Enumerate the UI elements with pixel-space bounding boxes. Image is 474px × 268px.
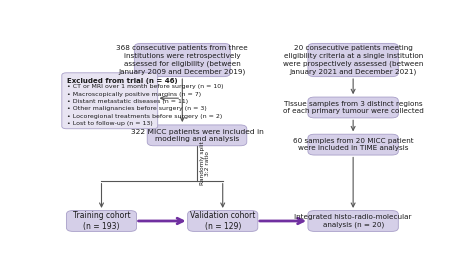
Text: 20 consecutive patients meeting
eligibility criteria at a single institution
wer: 20 consecutive patients meeting eligibil… <box>283 45 423 75</box>
Text: • Distant metastatic diseases (n = 11): • Distant metastatic diseases (n = 11) <box>66 99 188 104</box>
Text: • Other malignancies before surgery (n = 3): • Other malignancies before surgery (n =… <box>66 106 206 111</box>
Text: • Locoregional treatments before surgery (n = 2): • Locoregional treatments before surgery… <box>66 114 222 119</box>
Text: 322 MICC patients were included in
modeling and analysis: 322 MICC patients were included in model… <box>130 129 264 142</box>
FancyBboxPatch shape <box>134 43 230 77</box>
Text: • Macroscopically positive margins (n = 7): • Macroscopically positive margins (n = … <box>66 92 201 96</box>
FancyBboxPatch shape <box>308 43 398 77</box>
Text: Integrated histo-radio-molecular
analysis (n = 20): Integrated histo-radio-molecular analysi… <box>294 214 412 228</box>
FancyBboxPatch shape <box>62 73 158 129</box>
Text: Randomly split: Randomly split <box>200 141 205 185</box>
FancyBboxPatch shape <box>308 97 398 118</box>
Text: Validation cohort
(n = 129): Validation cohort (n = 129) <box>190 211 255 231</box>
Text: Training cohort
(n = 193): Training cohort (n = 193) <box>73 211 130 231</box>
Text: 60 samples from 20 MICC patient
were included in TIME analysis: 60 samples from 20 MICC patient were inc… <box>293 138 413 151</box>
FancyBboxPatch shape <box>147 125 247 146</box>
FancyBboxPatch shape <box>308 134 398 155</box>
Text: • Lost to follow-up (n = 13): • Lost to follow-up (n = 13) <box>66 121 152 126</box>
FancyBboxPatch shape <box>66 211 137 231</box>
Text: 3:2 ratio: 3:2 ratio <box>205 151 210 176</box>
Text: Excluded from trial (n = 46): Excluded from trial (n = 46) <box>67 78 178 84</box>
Text: Tissue samples from 3 distinct regions
of each primary tumour were collected: Tissue samples from 3 distinct regions o… <box>283 101 424 114</box>
FancyBboxPatch shape <box>188 211 258 231</box>
FancyBboxPatch shape <box>308 211 398 231</box>
Text: 368 consecutive patients from three
institutions were retrospectively
assessed f: 368 consecutive patients from three inst… <box>117 45 248 75</box>
Text: • CT or MRI over 1 month before surgery (n = 10): • CT or MRI over 1 month before surgery … <box>66 84 223 89</box>
